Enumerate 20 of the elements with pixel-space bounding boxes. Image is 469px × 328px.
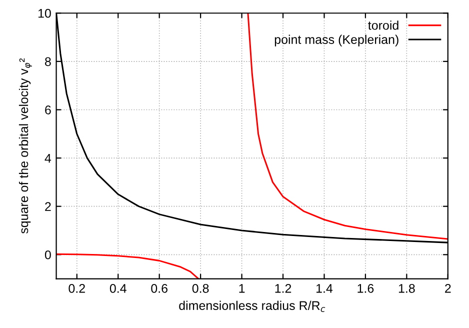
- legend-label: point mass (Keplerian): [274, 34, 398, 46]
- y-tick-label: 8: [45, 57, 51, 66]
- x-tick-label: 2: [445, 284, 451, 293]
- x-tick-label: 0.6: [151, 284, 168, 293]
- x-tick-label: 0.2: [68, 284, 85, 293]
- x-tick-label: 1: [239, 284, 245, 293]
- y-tick-label: 4: [44, 154, 52, 163]
- y-axis-title: square of the orbital velocity v$_{φ}$²: [18, 58, 32, 234]
- y-tick-label: 6: [45, 106, 51, 114]
- x-tick-label: 1.8: [398, 284, 415, 293]
- x-tick-label: 0.4: [110, 284, 126, 293]
- x-tick-label: 0.8: [192, 284, 209, 293]
- x-axis-title: dimensionless radius R/R$_{c}$: [179, 300, 326, 312]
- y-tick-label: 10: [38, 8, 51, 18]
- y-tick-label: 0: [44, 250, 51, 260]
- legend-label: toroid: [368, 20, 398, 30]
- x-tick-label: 1.2: [275, 284, 292, 293]
- y-tick-label: 2: [45, 202, 51, 211]
- x-tick-label: 1.6: [358, 284, 374, 293]
- x-tick-label: 1.4: [316, 284, 333, 293]
